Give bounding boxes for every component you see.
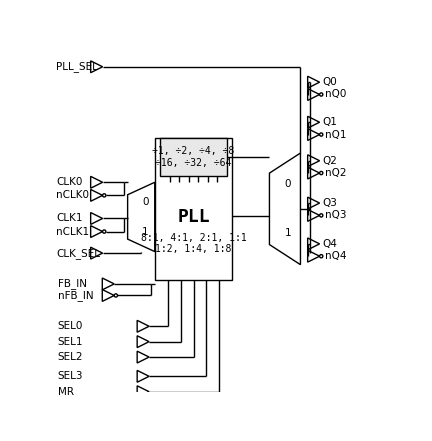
Text: nCLK0: nCLK0	[56, 191, 89, 200]
Text: Q2: Q2	[322, 156, 337, 166]
Text: Q4: Q4	[322, 239, 337, 249]
Text: 0: 0	[285, 179, 291, 189]
Text: MR: MR	[58, 387, 74, 397]
Text: nQ0: nQ0	[325, 90, 346, 100]
Text: CLK0: CLK0	[56, 177, 83, 187]
Text: SEL0: SEL0	[58, 321, 83, 331]
Text: ÷1, ÷2, ÷4, ÷8
÷16, ÷32, ÷64: ÷1, ÷2, ÷4, ÷8 ÷16, ÷32, ÷64	[152, 146, 235, 168]
Text: nQ2: nQ2	[325, 168, 346, 178]
Text: FB_IN: FB_IN	[58, 278, 87, 289]
Text: CLK1: CLK1	[56, 213, 83, 224]
Text: Q3: Q3	[322, 198, 337, 208]
Text: SEL1: SEL1	[58, 336, 83, 347]
Text: 1: 1	[142, 227, 149, 237]
Bar	[155, 138, 232, 280]
Text: PLL: PLL	[177, 208, 210, 225]
Text: CLK_SEL: CLK_SEL	[56, 248, 100, 258]
Bar	[160, 138, 227, 176]
Text: Q0: Q0	[322, 77, 337, 87]
Text: 1: 1	[285, 228, 291, 239]
Text: Q1: Q1	[322, 117, 337, 127]
Text: 0: 0	[142, 197, 149, 207]
Text: nQ4: nQ4	[325, 251, 346, 261]
Text: PLL_SEL: PLL_SEL	[56, 61, 98, 72]
Text: SEL3: SEL3	[58, 371, 83, 381]
Text: nCLK1: nCLK1	[56, 227, 89, 236]
Text: nQ1: nQ1	[325, 130, 346, 139]
Text: nFB_IN: nFB_IN	[58, 290, 93, 301]
Text: SEL2: SEL2	[58, 352, 83, 362]
Text: nQ3: nQ3	[325, 210, 346, 220]
Text: 8:1, 4:1, 2:1, 1:1
1:2, 1:4, 1:8: 8:1, 4:1, 2:1, 1:1 1:2, 1:4, 1:8	[141, 233, 246, 254]
